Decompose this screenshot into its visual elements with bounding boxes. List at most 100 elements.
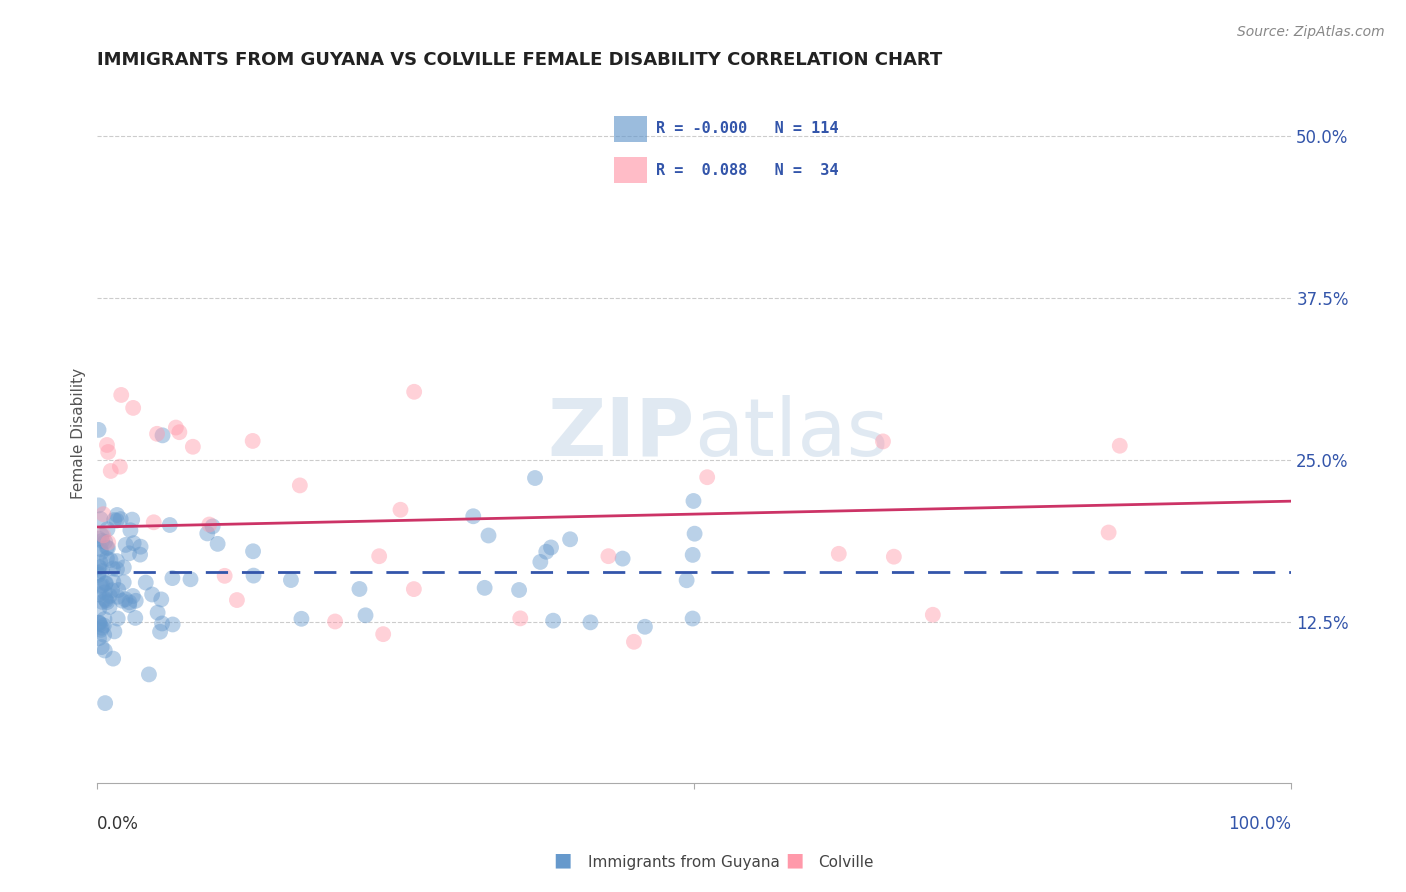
Text: R = -0.000   N = 114: R = -0.000 N = 114 xyxy=(657,121,839,136)
Point xyxy=(94,534,117,549)
Point xyxy=(94,593,117,607)
Point xyxy=(87,566,110,580)
Point xyxy=(146,426,169,441)
Point xyxy=(103,574,125,589)
Point xyxy=(118,595,141,609)
Point xyxy=(120,523,142,537)
Point xyxy=(108,459,131,474)
Point xyxy=(94,585,117,599)
Point xyxy=(195,526,218,541)
Point xyxy=(682,494,704,508)
Point xyxy=(474,581,496,595)
Point xyxy=(612,551,634,566)
Text: atlas: atlas xyxy=(695,395,889,473)
Point xyxy=(150,592,173,607)
Text: Immigrants from Guyana: Immigrants from Guyana xyxy=(588,855,779,870)
Point xyxy=(118,598,141,612)
Point xyxy=(90,542,112,557)
Point xyxy=(349,582,371,596)
Point xyxy=(96,551,118,566)
Point xyxy=(149,624,172,639)
Point xyxy=(477,528,499,542)
Point xyxy=(242,568,264,582)
Point xyxy=(93,612,115,626)
Point xyxy=(141,587,163,601)
Point xyxy=(94,576,117,591)
Text: 0.0%: 0.0% xyxy=(97,815,139,833)
Point xyxy=(96,541,118,555)
Point xyxy=(93,618,115,632)
Point xyxy=(159,518,181,533)
Point xyxy=(110,512,132,526)
Point xyxy=(107,582,129,597)
Point xyxy=(112,575,135,590)
Point xyxy=(146,606,169,620)
Point xyxy=(675,574,697,588)
Point xyxy=(129,548,152,562)
Point xyxy=(90,545,112,559)
Point xyxy=(288,478,311,492)
Point xyxy=(111,593,134,607)
Point xyxy=(162,617,184,632)
Text: ■: ■ xyxy=(553,851,572,870)
Point xyxy=(87,615,110,630)
Point xyxy=(101,651,124,665)
Point xyxy=(541,614,564,628)
Point xyxy=(103,624,125,639)
Point xyxy=(179,572,201,586)
Point xyxy=(579,615,602,630)
Bar xyxy=(614,116,647,142)
Point xyxy=(150,616,173,631)
Point xyxy=(125,594,148,608)
Point xyxy=(404,384,426,399)
Point xyxy=(696,470,718,484)
Point xyxy=(87,560,110,574)
Point xyxy=(87,587,110,601)
Text: IMMIGRANTS FROM GUYANA VS COLVILLE FEMALE DISABILITY CORRELATION CHART: IMMIGRANTS FROM GUYANA VS COLVILLE FEMAL… xyxy=(97,51,942,69)
Point xyxy=(96,522,118,536)
Point xyxy=(98,599,121,614)
Point xyxy=(107,611,129,625)
Point xyxy=(921,607,943,622)
Point xyxy=(354,608,377,623)
Point xyxy=(114,538,136,552)
Text: Source: ZipAtlas.com: Source: ZipAtlas.com xyxy=(1237,25,1385,39)
Point xyxy=(181,440,204,454)
Point xyxy=(110,388,132,402)
Point xyxy=(135,575,157,590)
Point xyxy=(91,595,114,609)
Point xyxy=(105,554,128,568)
Point xyxy=(634,620,657,634)
Point xyxy=(207,537,229,551)
Point xyxy=(100,553,122,567)
Point xyxy=(558,533,581,547)
Text: 100.0%: 100.0% xyxy=(1229,815,1291,833)
Point xyxy=(214,569,236,583)
Point xyxy=(97,535,120,549)
Point xyxy=(94,643,117,657)
Point xyxy=(280,573,302,587)
Y-axis label: Female Disability: Female Disability xyxy=(72,368,86,500)
Bar xyxy=(614,157,647,183)
Point xyxy=(524,471,547,485)
Point xyxy=(87,567,110,582)
Point xyxy=(124,611,146,625)
Point xyxy=(101,561,124,575)
Point xyxy=(87,631,110,645)
Point xyxy=(121,589,143,603)
Point xyxy=(389,502,412,516)
Point xyxy=(103,513,125,527)
Point xyxy=(118,546,141,560)
Point xyxy=(872,434,894,449)
Point xyxy=(87,499,110,513)
Point xyxy=(89,560,111,574)
Point xyxy=(94,576,117,591)
Point xyxy=(87,615,110,630)
Point xyxy=(90,623,112,637)
Point xyxy=(463,509,485,524)
Point xyxy=(91,507,114,521)
Point xyxy=(242,434,264,448)
Point xyxy=(89,555,111,569)
Point xyxy=(90,579,112,593)
Point xyxy=(373,627,395,641)
